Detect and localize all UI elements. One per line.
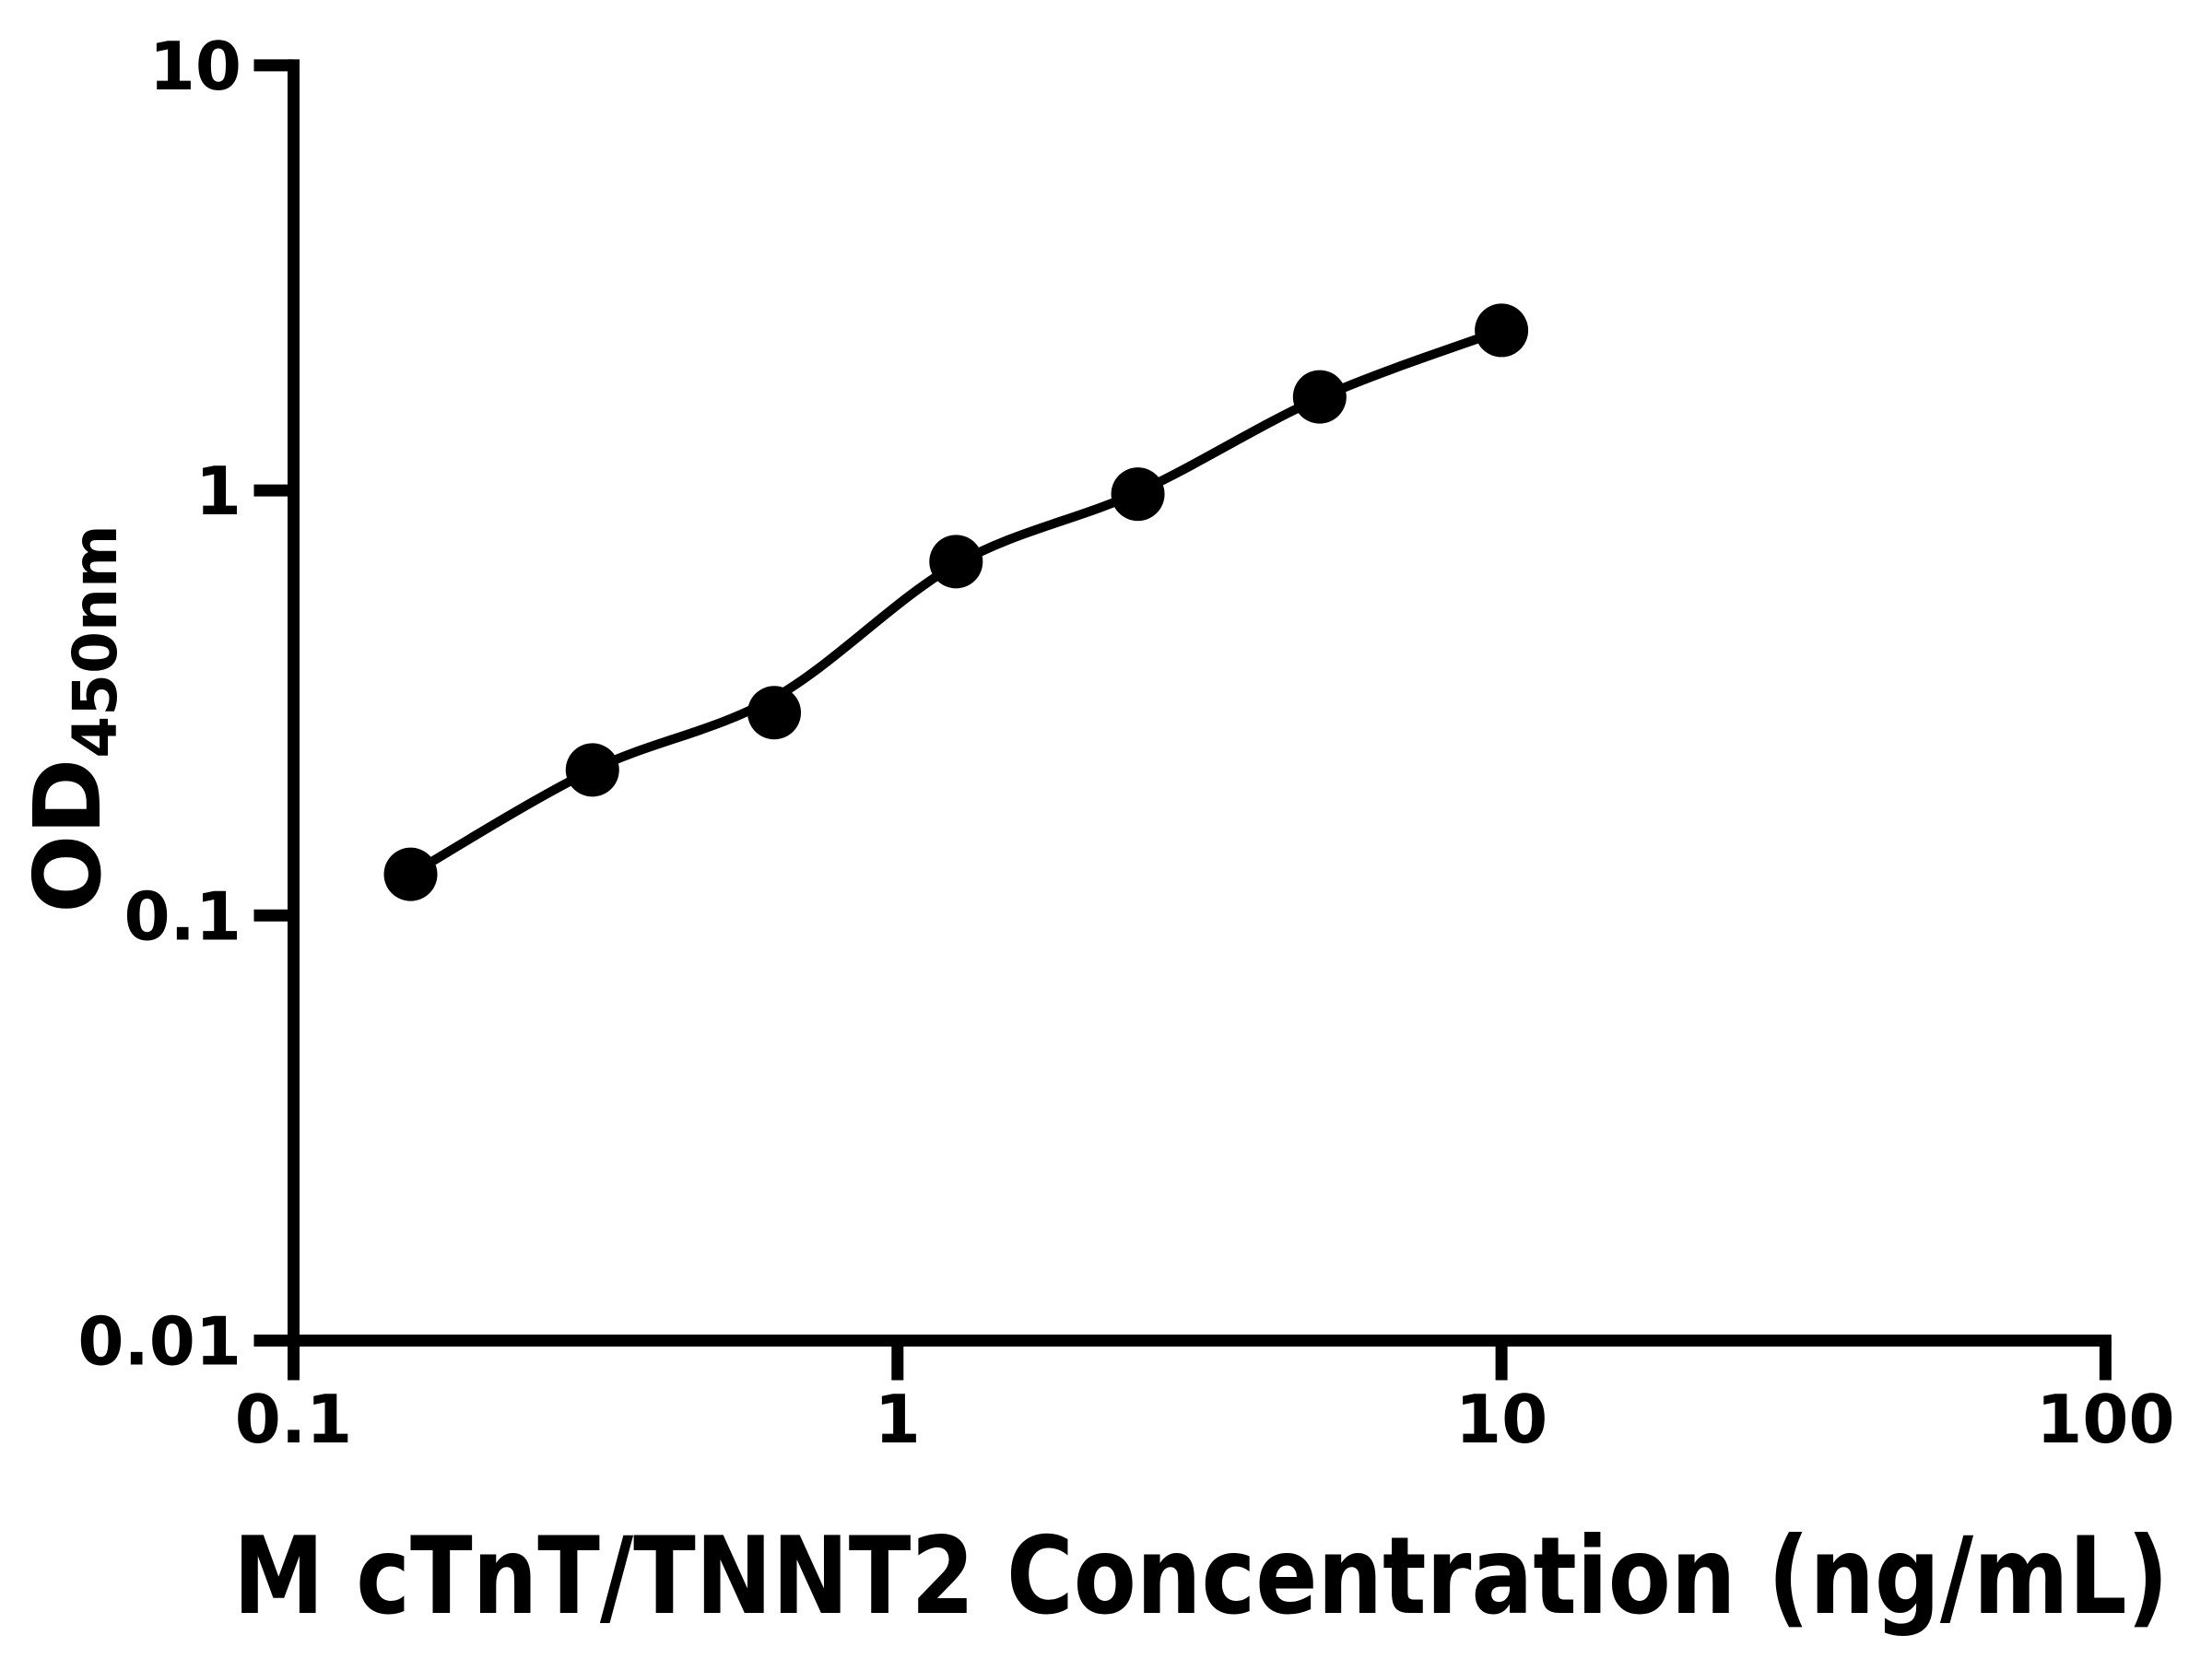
x-tick-label: 1 (875, 1381, 921, 1458)
data-point (1292, 370, 1347, 424)
axis-spine (288, 59, 2112, 1347)
y-tick-label: 10 (149, 28, 241, 105)
y-axis-title-subscript: 450nm (60, 524, 131, 759)
data-point (1111, 467, 1165, 522)
data-point (1475, 303, 1529, 358)
x-tick-label: 0.1 (235, 1381, 353, 1458)
y-tick-label: 1 (195, 453, 241, 530)
x-tick-label: 10 (1455, 1381, 1547, 1458)
x-tick-label: 100 (2036, 1381, 2174, 1458)
data-point (747, 686, 802, 740)
data-point (929, 535, 983, 589)
y-axis-title: OD450nm (14, 524, 131, 913)
y-tick-label: 0.01 (77, 1303, 241, 1381)
y-axis-title-main: OD (14, 759, 122, 913)
data-point (565, 743, 619, 797)
x-axis-title: M cTnT/TNNT2 Concentration (ng/mL) (233, 1514, 2169, 1639)
y-tick-label: 0.1 (124, 877, 241, 955)
data-point (383, 847, 438, 901)
